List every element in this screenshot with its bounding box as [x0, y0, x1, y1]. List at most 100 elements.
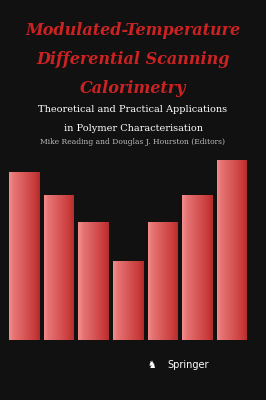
Bar [108, 222, 109, 340]
Bar [51, 195, 52, 340]
Bar [46, 195, 47, 340]
Bar [239, 160, 240, 340]
Bar [24, 172, 25, 340]
Bar [71, 195, 72, 340]
Bar [66, 195, 67, 340]
Bar [191, 195, 192, 340]
Bar [78, 222, 79, 340]
Bar [193, 195, 194, 340]
Bar [228, 160, 229, 340]
Bar [162, 222, 163, 340]
Bar [242, 160, 243, 340]
Bar [47, 195, 48, 340]
Bar [201, 195, 202, 340]
Bar [207, 195, 208, 340]
Text: Calorimetry: Calorimetry [80, 80, 186, 97]
Bar [93, 222, 94, 340]
Bar [227, 160, 228, 340]
Bar [83, 222, 84, 340]
Bar [88, 222, 89, 340]
Bar [195, 195, 196, 340]
Bar [177, 222, 178, 340]
Bar [84, 222, 85, 340]
Bar [218, 160, 219, 340]
Bar [127, 261, 128, 340]
Bar [32, 172, 33, 340]
Bar [192, 195, 193, 340]
Bar [58, 195, 59, 340]
Bar [224, 160, 225, 340]
Bar [114, 261, 115, 340]
Bar [131, 261, 132, 340]
Bar [158, 222, 159, 340]
Bar [174, 222, 175, 340]
Bar [197, 195, 198, 340]
Bar [187, 195, 188, 340]
Bar [190, 195, 191, 340]
Bar [238, 160, 239, 340]
Bar [128, 261, 129, 340]
Bar [166, 222, 167, 340]
Bar [118, 261, 119, 340]
Bar [79, 222, 80, 340]
Bar [129, 261, 130, 340]
Bar [56, 195, 57, 340]
Bar [240, 160, 241, 340]
Bar [229, 160, 230, 340]
Bar [225, 160, 226, 340]
Bar [24, 172, 25, 340]
Bar [15, 172, 16, 340]
Bar [226, 160, 227, 340]
Bar [151, 222, 152, 340]
Bar [203, 195, 204, 340]
Bar [208, 195, 209, 340]
Bar [23, 172, 24, 340]
Bar [16, 172, 17, 340]
Bar [13, 172, 14, 340]
Bar [148, 222, 149, 340]
Bar [19, 172, 20, 340]
Bar [126, 261, 127, 340]
Bar [130, 261, 131, 340]
Bar [212, 195, 213, 340]
Bar [137, 261, 138, 340]
Bar [104, 222, 105, 340]
Bar [122, 261, 123, 340]
Bar [156, 222, 157, 340]
Bar [10, 172, 11, 340]
Bar [97, 222, 98, 340]
Bar [153, 222, 154, 340]
Text: in Polymer Characterisation: in Polymer Characterisation [64, 124, 202, 133]
Bar [59, 195, 60, 340]
Bar [100, 222, 101, 340]
Bar [219, 160, 220, 340]
Bar [235, 160, 236, 340]
Bar [155, 222, 156, 340]
Bar [244, 160, 245, 340]
Bar [194, 195, 195, 340]
Bar [27, 172, 28, 340]
Bar [141, 261, 142, 340]
Bar [246, 160, 247, 340]
Text: Springer: Springer [168, 360, 209, 370]
Bar [120, 261, 121, 340]
Bar [21, 172, 22, 340]
Bar [196, 195, 197, 340]
Bar [165, 222, 166, 340]
Bar [233, 160, 234, 340]
Bar [119, 261, 120, 340]
Bar [161, 222, 162, 340]
Bar [243, 160, 244, 340]
Bar [222, 160, 223, 340]
Bar [121, 261, 122, 340]
Bar [164, 222, 165, 340]
Bar [107, 222, 108, 340]
Bar [92, 222, 93, 340]
Bar [206, 195, 207, 340]
Bar [150, 222, 151, 340]
Bar [39, 172, 40, 340]
Bar [80, 222, 81, 340]
Bar [64, 195, 65, 340]
Bar [68, 195, 69, 340]
Bar [26, 172, 27, 340]
